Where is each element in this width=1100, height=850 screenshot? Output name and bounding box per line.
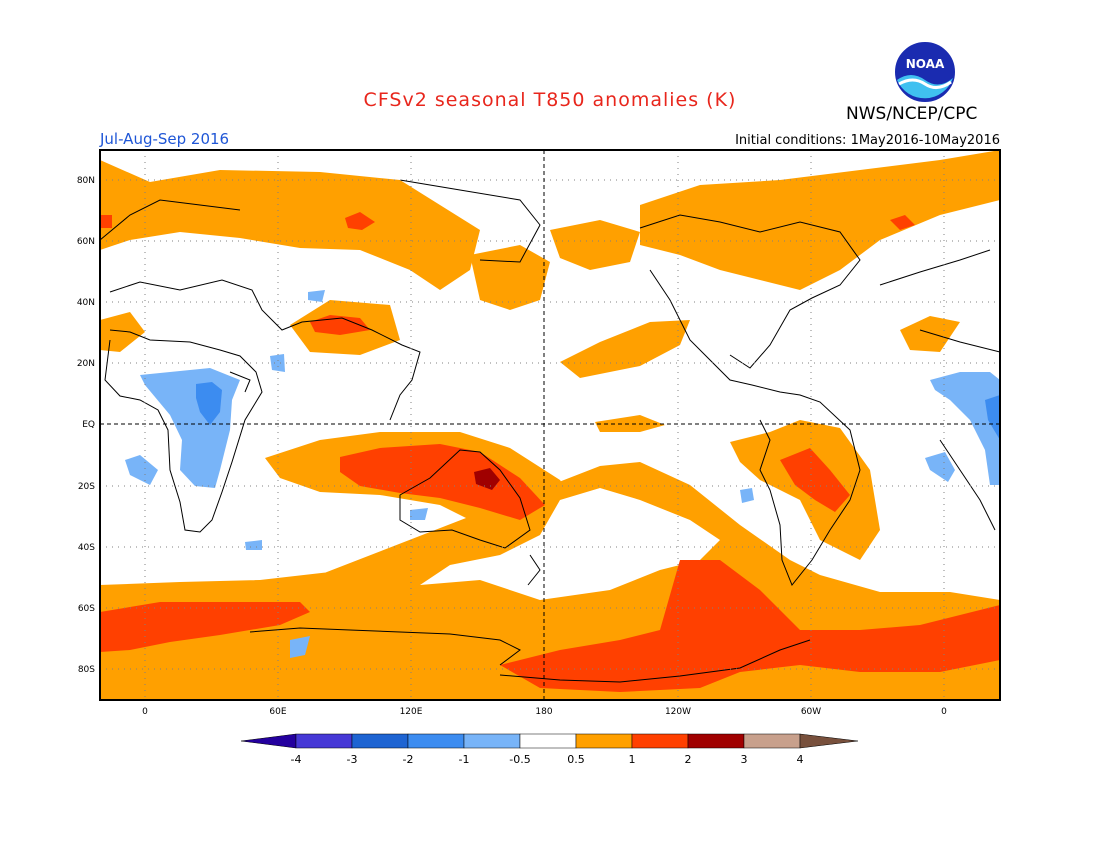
lat-label: 60N <box>77 237 95 247</box>
colorbar-arrow-high <box>799 733 859 749</box>
map-title: CFSv2 seasonal T850 anomalies (K) <box>363 89 737 111</box>
colorbar-swatch <box>687 733 745 749</box>
latitude-axis: 80N 60N 40N 20N EQ 20S 40S 60S 80S <box>77 176 95 675</box>
noaa-logo: NOAA <box>893 40 957 104</box>
colorbar-swatch <box>575 733 633 749</box>
lon-label: 0 <box>142 707 148 717</box>
colorbar-label: 3 <box>741 753 748 766</box>
lat-label: 20S <box>78 482 95 492</box>
colorbar-label: 2 <box>685 753 692 766</box>
longitude-axis: 0 60E 120E 180 120W 60W 0 <box>142 707 947 717</box>
lon-label: 120W <box>665 707 691 717</box>
lat-label: 80N <box>77 176 95 186</box>
equator-dateline <box>100 150 1000 700</box>
colorbar <box>240 733 859 749</box>
colorbar-swatch <box>407 733 465 749</box>
colorbar-label: -0.5 <box>509 753 530 766</box>
colorbar-swatch <box>351 733 409 749</box>
colorbar-swatch <box>463 733 521 749</box>
colorbar-swatch <box>519 733 577 749</box>
colorbar-label: -2 <box>403 753 414 766</box>
lat-label: 40S <box>78 543 95 553</box>
anomaly-zone-m2-m1 <box>985 395 1000 440</box>
colorbar-label: 0.5 <box>567 753 585 766</box>
colorbar-labels: -4 -3 -2 -1 -0.5 0.5 1 2 3 4 <box>291 753 804 766</box>
lon-label: 60E <box>269 707 286 717</box>
colorbar-label: -1 <box>459 753 470 766</box>
anomaly-zone-1-2 <box>100 212 1000 692</box>
colorbar-swatch <box>743 733 801 749</box>
anomaly-field <box>100 150 1000 700</box>
lon-label: 60W <box>801 707 821 717</box>
colorbar-label: 4 <box>797 753 804 766</box>
lat-label: 40N <box>77 298 95 308</box>
lon-label: 120E <box>400 707 423 717</box>
lon-label: 180 <box>535 707 552 717</box>
noaa-logo-text: NOAA <box>906 57 945 71</box>
neutral-zone <box>420 488 720 600</box>
colorbar-label: 1 <box>629 753 636 766</box>
map-frame <box>99 149 1001 701</box>
season-label: Jul-Aug-Sep 2016 <box>100 130 230 148</box>
graticule <box>100 150 1000 700</box>
anomaly-zone-m2-m1 <box>196 382 222 425</box>
lat-label: 80S <box>78 665 95 675</box>
colorbar-swatch <box>295 733 353 749</box>
initial-conditions-label: Initial conditions: 1May2016-10May2016 <box>735 133 1000 148</box>
lat-label: 60S <box>78 604 95 614</box>
lat-label: EQ <box>82 420 95 430</box>
agency-label: NWS/NCEP/CPC <box>846 104 978 124</box>
colorbar-label: -3 <box>347 753 358 766</box>
colorbar-label: -4 <box>291 753 302 766</box>
anomaly-zone-2-3 <box>474 468 500 490</box>
lon-label: 0 <box>941 707 947 717</box>
coastlines <box>100 179 1000 683</box>
lat-label: 20N <box>77 359 95 369</box>
colorbar-arrow-low <box>240 733 297 749</box>
colorbar-swatch <box>631 733 689 749</box>
